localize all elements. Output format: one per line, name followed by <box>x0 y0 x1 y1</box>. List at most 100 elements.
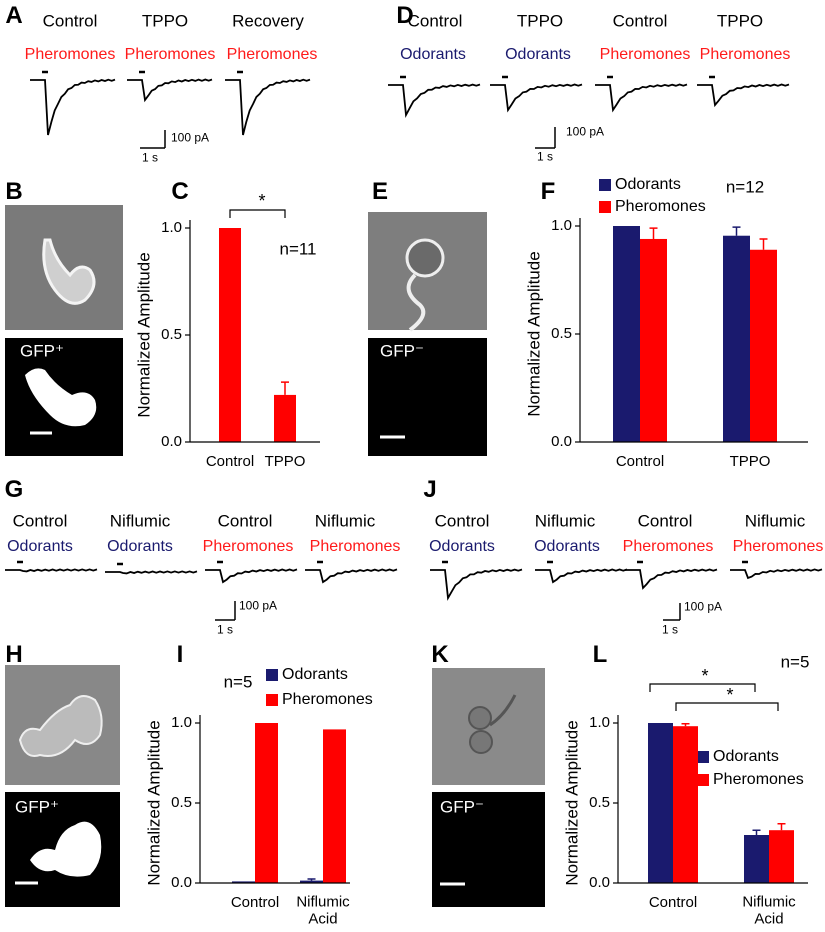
n-label: n=5 <box>223 672 253 692</box>
condition-label: Control <box>434 511 490 531</box>
bar <box>232 881 255 883</box>
y-tick-label: 0.0 <box>551 432 572 450</box>
current-trace <box>697 83 790 108</box>
x-tick-label: TPPO <box>729 452 771 470</box>
panel-letter: L <box>592 640 608 668</box>
y-tick-label: 1.0 <box>161 218 182 236</box>
panel-letter: E <box>371 177 389 205</box>
bar <box>750 249 777 442</box>
current-trace <box>430 568 523 601</box>
condition-label: Control <box>612 11 668 31</box>
current-trace <box>30 78 116 136</box>
condition-label: Recovery <box>232 11 304 31</box>
error-bar <box>752 829 761 835</box>
error-bar <box>281 381 289 395</box>
condition-label: Control <box>407 11 463 31</box>
legend-swatch <box>599 201 611 213</box>
condition-label: Control <box>42 11 98 31</box>
significance-star: * <box>701 666 709 687</box>
x-tick-label: Niflumic Acid <box>296 893 350 927</box>
n-label: n=11 <box>279 239 317 259</box>
scale-label: 100 pA <box>238 598 278 613</box>
y-axis-label: Normalized Amplitude <box>134 252 154 418</box>
y-tick-label: 0.5 <box>589 793 610 811</box>
x-tick-label: Control <box>230 893 280 911</box>
legend-label: Odorants <box>713 748 779 766</box>
condition-label: TPPO <box>516 11 564 31</box>
panel-letter: C <box>171 177 189 205</box>
current-trace <box>388 83 481 119</box>
bar <box>673 726 698 883</box>
error-bar <box>732 226 741 236</box>
stimulus-label: Pheromones <box>24 46 116 64</box>
legend-swatch <box>697 751 709 763</box>
legend-label: Pheromones <box>713 771 804 789</box>
micrograph-e <box>368 212 487 456</box>
bar <box>769 830 794 883</box>
legend-swatch <box>266 669 278 681</box>
micrograph-b <box>5 205 123 456</box>
x-tick-label: TPPO <box>264 452 306 470</box>
legend-label: Pheromones <box>282 691 373 709</box>
y-tick-label: 0.0 <box>589 873 610 891</box>
legend-swatch <box>266 694 278 706</box>
current-trace <box>535 568 628 584</box>
bar <box>255 723 278 883</box>
bar <box>219 228 241 442</box>
condition-label: Control <box>217 511 273 531</box>
current-trace <box>305 568 398 584</box>
condition-label: Niflumic <box>109 511 171 531</box>
n-label: n=12 <box>725 177 765 197</box>
error-bar <box>307 878 316 881</box>
x-tick-label: Control <box>648 893 698 911</box>
current-trace <box>625 568 718 590</box>
scale-label: 100 pA <box>683 599 723 614</box>
y-axis-label: Normalized Amplitude <box>562 720 582 886</box>
stimulus-label: Odorants <box>505 46 571 64</box>
legend-swatch <box>697 774 709 786</box>
condition-label: Control <box>637 511 693 531</box>
current-trace <box>730 568 823 580</box>
stimulus-label: Pheromones <box>226 46 318 64</box>
panel-letter: H <box>5 640 23 668</box>
condition-label: Control <box>12 511 68 531</box>
significance-bracket <box>649 683 756 692</box>
y-tick-label: 0.0 <box>161 432 182 450</box>
error-bar <box>681 723 690 727</box>
scale-label: 1 s <box>141 150 159 165</box>
condition-label: TPPO <box>716 11 764 31</box>
condition-label: TPPO <box>141 11 189 31</box>
significance-star: * <box>258 191 266 212</box>
stimulus-label: Pheromones <box>124 46 216 64</box>
condition-label: Niflumic <box>314 511 376 531</box>
current-trace <box>595 83 688 113</box>
n-label: n=5 <box>780 652 810 672</box>
stimulus-label: Odorants <box>400 46 466 64</box>
condition-label: Niflumic <box>534 511 596 531</box>
error-bar <box>649 227 658 239</box>
scale-label: 100 pA <box>170 130 210 145</box>
y-tick-label: 1.0 <box>551 216 572 234</box>
y-tick-label: 1.0 <box>589 713 610 731</box>
image-label: GFP⁺ <box>15 797 59 817</box>
stimulus-label: Odorants <box>7 538 73 556</box>
panel-letter: J <box>423 475 437 503</box>
micrograph-k <box>432 668 545 907</box>
stimulus-label: Pheromones <box>732 538 824 556</box>
image-label: GFP⁺ <box>20 341 64 361</box>
bar <box>300 880 323 883</box>
bar <box>613 226 640 442</box>
error-bar <box>759 238 768 250</box>
stimulus-label: Odorants <box>429 538 495 556</box>
scale-label: 1 s <box>536 149 554 164</box>
current-trace <box>490 83 583 113</box>
y-axis-label: Normalized Amplitude <box>524 251 544 417</box>
bar <box>744 835 769 883</box>
bar <box>723 235 750 442</box>
significance-bracket <box>229 209 286 218</box>
current-trace <box>127 78 213 103</box>
bar <box>323 729 346 883</box>
x-tick-label: Niflumic Acid <box>742 893 796 927</box>
image-label: GFP⁻ <box>380 341 424 361</box>
